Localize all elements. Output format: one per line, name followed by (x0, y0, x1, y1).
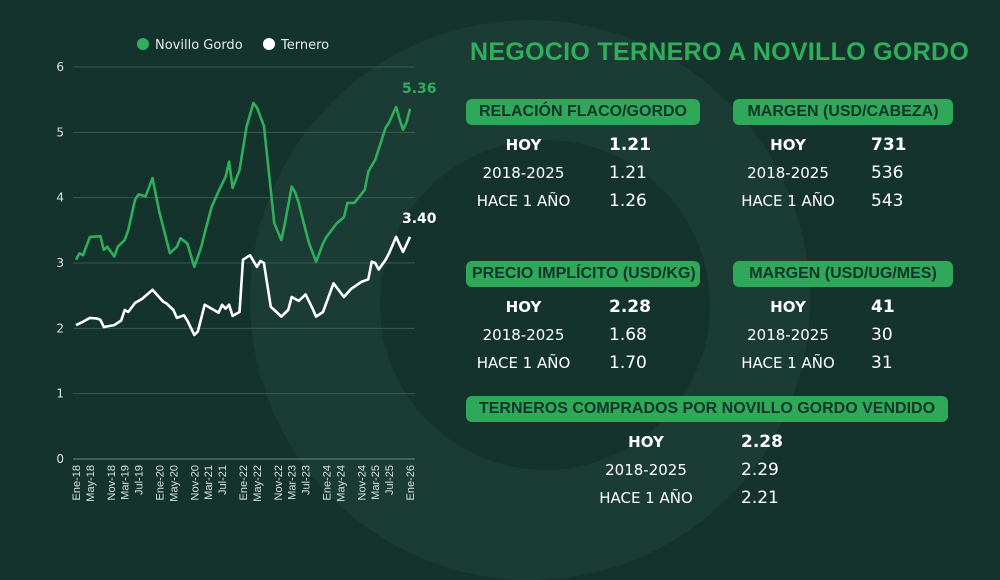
x-tick-label: Jul-25 (384, 465, 396, 495)
row-value: 31 (871, 353, 893, 373)
table-row: HACE 1 AÑO 543 (733, 187, 953, 215)
x-tick-label: Ene-22 (238, 465, 250, 500)
x-tick-label: Mar-21 (203, 465, 215, 500)
row-value: 543 (871, 191, 904, 211)
last-value-label: 3.40 (402, 211, 437, 227)
x-tick-label: May-22 (252, 465, 264, 502)
y-tick-label: 4 (56, 191, 64, 205)
row-value: 1.21 (609, 163, 647, 183)
x-tick-label: Ene-18 (71, 465, 83, 500)
table-margen-ug-mes: MARGEN (USD/UG/MES) HOY 41 2018-2025 30 HACE… (733, 261, 953, 377)
row-label: HOY (505, 136, 542, 154)
row-label: HACE 1 AÑO (741, 354, 835, 372)
row-value: 1.21 (609, 135, 651, 155)
x-tick-label: Mar-19 (120, 465, 132, 500)
table-precio-implicito: PRECIO IMPLÍCITO (USD/KG) HOY 2.28 2018-20… (466, 261, 700, 377)
row-value: 30 (871, 325, 893, 345)
series-line-ternero (75, 235, 412, 337)
legend-label: Novillo Gordo (155, 38, 243, 53)
row-label: 2018-2025 (482, 164, 565, 182)
table-row: HACE 1 AÑO 1.70 (466, 349, 700, 377)
row-value: 1.70 (609, 353, 647, 373)
row-label: 2018-2025 (605, 461, 687, 479)
line-chart: 0 1 2 3 4 5 6 Ene-18 May-18 Nov-18 Mar-19 Jul-19 Ene… (56, 38, 437, 502)
table-row: 2018-2025 1.68 (466, 321, 700, 349)
row-label: HOY (770, 136, 806, 154)
row-value: 2.28 (741, 432, 783, 452)
table-row: 2018-2025 536 (733, 159, 953, 187)
y-tick-label: 2 (56, 321, 64, 335)
x-tick-label: Nov-18 (106, 465, 118, 500)
x-tick-label: Nov-20 (189, 465, 201, 500)
x-tick-label: Ene-20 (155, 465, 167, 500)
table-row: 2018-2025 2.29 (576, 456, 948, 484)
x-tick-label: May-20 (168, 465, 180, 502)
table-row: HACE 1 AÑO 1.26 (466, 187, 700, 215)
table-row: HOY 1.21 (466, 131, 700, 159)
row-label: HOY (505, 298, 542, 316)
page-title: NEGOCIO TERNERO A NOVILLO GORDO (470, 38, 970, 66)
table-row: HOY 2.28 (466, 293, 700, 321)
x-tick-label: May-24 (335, 465, 347, 502)
x-tick-label: Nov-24 (356, 465, 368, 500)
x-tick-label: Jul-21 (217, 465, 229, 495)
y-tick-label: 0 (56, 452, 64, 466)
row-value: 2.21 (741, 488, 779, 508)
x-tick-label: Jul-19 (134, 465, 146, 495)
table-margen-cabeza: MARGEN (USD/CABEZA) HOY 731 2018-2025 536 HA… (733, 99, 953, 215)
row-label: HOY (770, 298, 806, 316)
x-tick-label: May-18 (85, 465, 97, 502)
row-value: 1.26 (609, 191, 647, 211)
row-label: 2018-2025 (747, 164, 829, 182)
table-header: RELACIÓN FLACO/GORDO (466, 99, 700, 125)
x-tick-label: Mar-23 (287, 465, 299, 500)
row-label: 2018-2025 (482, 326, 565, 344)
table-header: MARGEN (USD/CABEZA) (733, 99, 953, 125)
x-tick-label: Mar-25 (370, 465, 382, 500)
row-value: 1.68 (609, 325, 647, 345)
table-terneros-por-novillo: TERNEROS COMPRADOS POR NOVILLO GORDO VEN… (466, 396, 948, 512)
row-label: HACE 1 AÑO (599, 489, 693, 507)
row-label: 2018-2025 (747, 326, 829, 344)
legend-label: Ternero (280, 38, 329, 53)
table-row: HOY 2.28 (576, 428, 948, 456)
table-row: HOY 731 (733, 131, 953, 159)
table-header: PRECIO IMPLÍCITO (USD/KG) (466, 261, 700, 287)
row-value: 731 (871, 135, 907, 155)
legend-marker (263, 38, 275, 50)
row-value: 2.28 (609, 297, 651, 317)
y-tick-label: 1 (56, 387, 64, 401)
table-header: TERNEROS COMPRADOS POR NOVILLO GORDO VEN… (466, 396, 948, 422)
row-value: 536 (871, 163, 904, 183)
row-label: HOY (628, 433, 664, 451)
row-label: HACE 1 AÑO (476, 354, 571, 372)
table-row: HACE 1 AÑO 31 (733, 349, 953, 377)
row-value: 2.29 (741, 460, 779, 480)
y-tick-label: 3 (56, 256, 64, 270)
series-line-novillo-gordo (74, 101, 412, 269)
table-row: HACE 1 AÑO 2.21 (576, 484, 948, 512)
row-label: HACE 1 AÑO (741, 192, 835, 210)
table-row: 2018-2025 30 (733, 321, 953, 349)
table-row: 2018-2025 1.21 (466, 159, 700, 187)
table-relacion-flaco-gordo: RELACIÓN FLACO/GORDO HOY 1.21 2018-2025 1.2… (466, 99, 700, 215)
table-row: HOY 41 (733, 293, 953, 321)
x-tick-label: Ene-26 (405, 465, 417, 500)
x-tick-label: Nov-22 (273, 465, 285, 500)
row-label: HACE 1 AÑO (476, 192, 571, 210)
row-value: 41 (871, 297, 895, 317)
last-value-label: 5.36 (402, 81, 437, 97)
x-tick-label: Jul-23 (301, 465, 313, 495)
y-tick-label: 6 (56, 60, 64, 74)
table-header: MARGEN (USD/UG/MES) (733, 261, 953, 287)
legend-marker (137, 38, 149, 50)
y-tick-label: 5 (56, 125, 64, 139)
x-tick-label: Ene-24 (322, 465, 334, 500)
